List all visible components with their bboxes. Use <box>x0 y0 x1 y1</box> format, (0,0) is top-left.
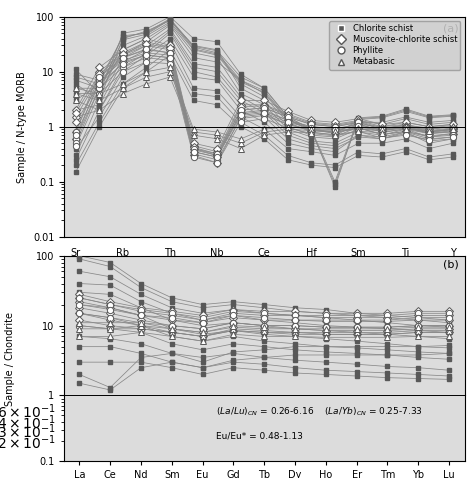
Text: Nd: Nd <box>281 261 294 272</box>
Text: Hf: Hf <box>306 248 317 258</box>
Text: Tb: Tb <box>376 261 388 272</box>
Text: Zr: Zr <box>329 261 340 272</box>
Text: Ta: Ta <box>189 261 199 272</box>
Text: Ba: Ba <box>140 261 153 272</box>
Legend: Chlorite schist, Muscovite-chlorite schist, Phyllite, Metabasic: Chlorite schist, Muscovite-chlorite schi… <box>329 21 460 70</box>
Text: Th: Th <box>164 248 176 258</box>
Text: Nb: Nb <box>210 248 224 258</box>
Text: La: La <box>235 261 246 272</box>
Text: K: K <box>96 261 102 272</box>
Text: (b): (b) <box>443 260 458 270</box>
Text: Sm: Sm <box>351 248 366 258</box>
Text: $(La/Lu)_{CN}$ = 0.26-6.16    $(La/Yb)_{CN}$ = 0.25-7.33: $(La/Lu)_{CN}$ = 0.26-6.16 $(La/Yb)_{CN}… <box>216 406 423 418</box>
Text: Ce: Ce <box>258 248 271 258</box>
Text: Rb: Rb <box>116 248 129 258</box>
Text: Y: Y <box>450 248 456 258</box>
Text: Eu/Eu* = 0.48-1.13: Eu/Eu* = 0.48-1.13 <box>216 432 303 441</box>
Text: Sample / Chondrite: Sample / Chondrite <box>5 312 15 405</box>
Y-axis label: Sample / N-type MORB: Sample / N-type MORB <box>18 71 27 183</box>
Text: Yb: Yb <box>423 261 435 272</box>
Text: (a): (a) <box>443 23 458 33</box>
Text: Ti: Ti <box>401 248 410 258</box>
Text: Sr: Sr <box>71 248 81 258</box>
